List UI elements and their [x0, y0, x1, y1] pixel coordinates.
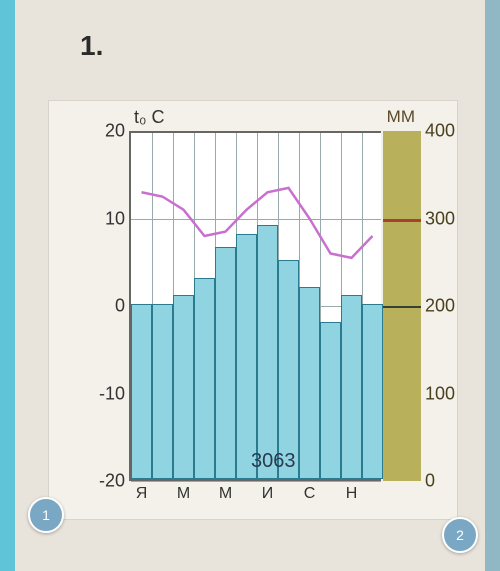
right-tick-label: 0 [425, 471, 435, 492]
right-tick-label: 400 [425, 121, 455, 142]
x-category-label: Н [346, 485, 358, 503]
right-tick-label: 200 [425, 296, 455, 317]
nav-prev-button[interactable]: 1 [28, 497, 64, 533]
mm-marker-line [383, 306, 421, 308]
x-category-label: М [219, 485, 232, 503]
right-tick-label: 300 [425, 208, 455, 229]
left-tick-label: 10 [81, 208, 131, 229]
gridline-h [131, 481, 381, 482]
left-axis-title: t₀ C [134, 107, 164, 128]
temperature-line [131, 131, 383, 481]
right-tick-label: 100 [425, 383, 455, 404]
x-category-label: И [262, 485, 274, 503]
x-category-label: М [177, 485, 190, 503]
right-axis-title: MM [387, 107, 415, 127]
right-axis-band: 4003002000100 [383, 131, 421, 481]
x-category-label: С [304, 485, 316, 503]
left-tick-label: -10 [81, 383, 131, 404]
x-category-label: Я [136, 485, 148, 503]
plot-area: 20100-10-20ЯММИСН3063 [129, 131, 381, 481]
left-tick-label: 20 [81, 121, 131, 142]
left-tick-label: 0 [81, 296, 131, 317]
mm-marker-line [383, 219, 421, 222]
question-number: 1. [80, 30, 103, 62]
nav-next-button[interactable]: 2 [442, 517, 478, 553]
annual-total-annotation: 3063 [251, 450, 296, 473]
climograph-card: t₀ C MM 20100-10-20ЯММИСН3063 4003002000… [48, 100, 458, 520]
left-tick-label: -20 [81, 471, 131, 492]
